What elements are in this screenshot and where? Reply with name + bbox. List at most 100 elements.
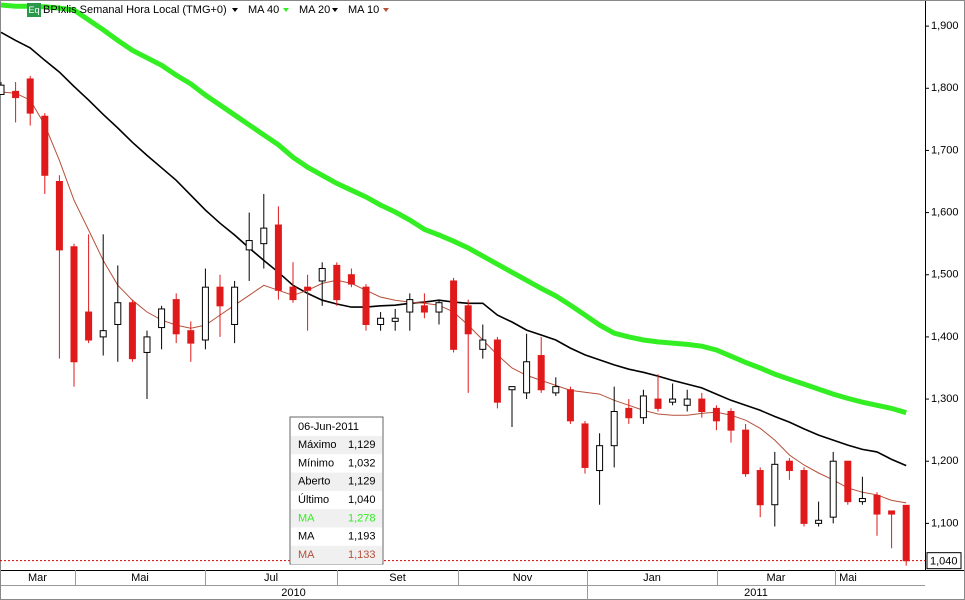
plot-area [0, 2, 925, 566]
candle-body [771, 463, 779, 506]
candle-body [479, 339, 487, 350]
tooltip-row-label: MA [298, 549, 315, 561]
candle-body [683, 398, 691, 406]
candle-body [858, 498, 866, 503]
tooltip-row-value: 1,040 [348, 494, 376, 506]
x-tick-label: Mai [131, 572, 149, 584]
y-tick-label: 1,700 [931, 144, 959, 156]
tooltip-row-value: 1,278 [348, 512, 376, 524]
legend-ma20[interactable]: MA 20 [299, 4, 330, 16]
candle-body [260, 227, 268, 245]
candle-body [216, 286, 224, 307]
dropdown-arrow[interactable] [383, 8, 389, 12]
candle-body [318, 268, 326, 282]
last-price-label: 1,040 [930, 556, 958, 568]
candle-body [596, 445, 604, 472]
legend-ma10[interactable]: MA 10 [348, 4, 379, 16]
last-price-box [926, 552, 962, 570]
candle-body [785, 460, 793, 472]
y-tick-label: 1,200 [931, 455, 959, 467]
candle-body [537, 355, 545, 391]
candle-body [669, 398, 677, 403]
candle-body [55, 181, 63, 251]
candle-body [245, 240, 253, 251]
badge [27, 3, 41, 17]
candle-body [70, 246, 78, 363]
candle-body [0, 84, 5, 95]
legend-ma40[interactable]: MA 40 [248, 4, 279, 16]
candle-body [712, 407, 720, 422]
tooltip-date: 06-Jun-2011 [298, 421, 359, 433]
y-tick-label: 1,100 [931, 517, 959, 529]
candle-body [128, 302, 136, 360]
candle-body [829, 460, 837, 518]
tooltip-row-label: Aberto [298, 476, 330, 488]
tooltip-row-label: Último [298, 493, 329, 506]
candle-body [888, 510, 896, 515]
candle-body [362, 286, 370, 325]
candle-body [873, 494, 881, 515]
candle-body [508, 386, 516, 391]
candle-body [815, 519, 823, 524]
tooltip-row [291, 509, 382, 528]
candle-body [742, 429, 750, 475]
x-tick-label: Mar [767, 572, 786, 584]
x-tick-label: Mar [28, 572, 47, 584]
candle-body [231, 286, 239, 325]
candle-body [347, 274, 355, 285]
candle-body [41, 115, 49, 176]
tooltip-row-value: 1,133 [348, 549, 376, 561]
candle-body [464, 305, 472, 335]
candle-body [552, 386, 560, 394]
candle-body [566, 389, 574, 422]
candle-body [172, 299, 180, 335]
candle-body [420, 305, 428, 313]
y-tick-label: 1,300 [931, 393, 959, 405]
candle-body [435, 302, 443, 313]
badge-text: Eq [28, 5, 39, 15]
candle-body [756, 470, 764, 506]
x-tick-label: Nov [513, 572, 533, 584]
tooltip-row-value: 1,129 [348, 439, 376, 451]
year-label: 2011 [744, 587, 768, 599]
candle-body [85, 311, 93, 341]
candle-body [26, 78, 34, 114]
candle-body [625, 407, 633, 419]
dropdown-arrow[interactable] [232, 8, 238, 12]
x-tick-label: Mai [839, 572, 857, 584]
candle-body [844, 460, 852, 503]
tooltip-row-label: Máximo [298, 439, 337, 451]
candle-body [187, 330, 195, 344]
tooltip-row [291, 490, 382, 510]
tooltip-row-label: MA [298, 531, 315, 543]
tooltip-row-value: 1,129 [348, 476, 376, 488]
candle-body [727, 410, 735, 431]
candle-body [114, 302, 122, 325]
candle-body [581, 423, 589, 468]
candle-body [406, 299, 414, 313]
chart-title[interactable]: BPIxlis Semanal Hora Local (TMG+0) [43, 4, 227, 16]
y-tick-label: 1,900 [931, 20, 959, 32]
candle-body [274, 224, 282, 291]
dropdown-arrow[interactable] [332, 8, 338, 12]
tooltip-row-value: 1,032 [348, 457, 376, 469]
candle-body [523, 361, 531, 394]
legend[interactable]: Eq BPIxlis Semanal Hora Local (TMG+0) MA… [27, 3, 389, 17]
x-tick-label: Jul [264, 572, 278, 584]
candle-body [304, 286, 312, 291]
candle-body [610, 410, 618, 447]
candle-body [654, 398, 662, 409]
x-tick-label: Jan [643, 572, 661, 584]
ma-line [0, 2, 907, 416]
candle-body [143, 336, 151, 353]
dropdown-arrow[interactable] [283, 8, 289, 12]
tooltip-row [291, 527, 382, 546]
tooltip-row-value: 1,193 [348, 531, 376, 543]
candle-body [99, 330, 107, 338]
candle-body [391, 317, 399, 322]
tooltip-row-label: Mínimo [298, 457, 334, 469]
tooltip-row [291, 545, 382, 565]
tooltip-row-label: MA [298, 512, 315, 524]
